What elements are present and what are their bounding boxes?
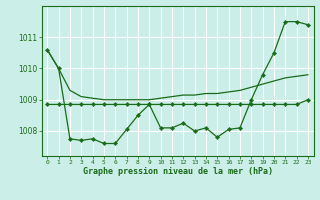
X-axis label: Graphe pression niveau de la mer (hPa): Graphe pression niveau de la mer (hPa)	[83, 167, 273, 176]
